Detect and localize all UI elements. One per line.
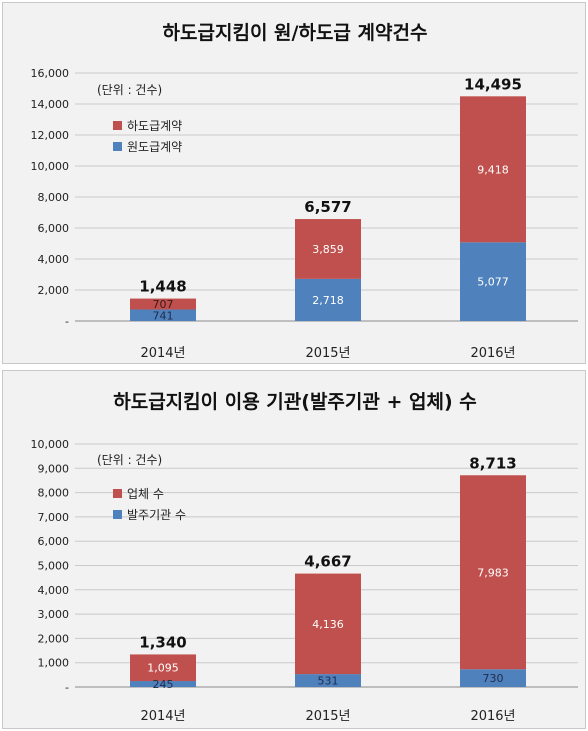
chart-panel-users: 하도급지킴이 이용 기관(발주기관 + 업체) 수 - 1,000 2,000 3,00… — [2, 370, 586, 729]
unit-note: (단위 : 건수) — [97, 453, 162, 467]
x-tick-label: 2016년 — [470, 346, 515, 361]
unit-note: (단위 : 건수) — [97, 83, 162, 97]
legend-label: 하도급계약 — [127, 118, 182, 133]
bar-segment-sub — [295, 219, 361, 279]
segment-value-label: 3,859 — [312, 243, 344, 256]
legend-swatch — [113, 489, 122, 498]
bar-segment-prime — [460, 242, 526, 321]
users-chart: 하도급지킴이 이용 기관(발주기관 + 업체) 수 - 1,000 2,000 3,00… — [31, 391, 578, 724]
total-label: 1,448 — [139, 278, 186, 296]
segment-value-label: 741 — [153, 309, 174, 322]
segment-value-label: 7,983 — [477, 566, 509, 579]
y-tick-label: 6,000 — [38, 222, 70, 235]
bar-segment-prime — [295, 278, 361, 321]
y-tick-label: 8,000 — [38, 191, 70, 204]
legend-label: 원도급계약 — [127, 139, 182, 154]
total-label: 14,495 — [464, 75, 522, 93]
bar-segment-prime — [130, 309, 196, 321]
legend-swatch — [113, 510, 122, 519]
y-tick-label: 5,000 — [38, 560, 70, 573]
total-label: 6,577 — [304, 198, 351, 216]
y-tick-label: 14,000 — [31, 98, 70, 111]
segment-value-label: 707 — [153, 298, 174, 311]
bar-segment-agency — [130, 681, 196, 687]
bar-segment-sub — [130, 298, 196, 310]
y-tick-label: 3,000 — [38, 608, 70, 621]
y-tick-label: 9,000 — [38, 462, 70, 475]
segment-value-label: 1,095 — [147, 662, 179, 675]
bar-segment-agency — [295, 674, 361, 687]
bar-segment-company — [130, 654, 196, 682]
y-tick-label: 2,000 — [38, 632, 70, 645]
segment-value-label: 245 — [153, 678, 174, 691]
chart-panel-contracts: 하도급지킴이 원/하도급 계약건수 - 2,000 4,000 6,000 8,000 10… — [2, 2, 586, 364]
y-tick-label: 4,000 — [38, 253, 70, 266]
y-tick-label: 10,000 — [31, 438, 70, 451]
x-tick-label: 2015년 — [305, 346, 350, 361]
x-tick-label: 2015년 — [305, 709, 350, 724]
segment-value-label: 4,136 — [312, 618, 344, 631]
segment-value-label: 730 — [483, 672, 504, 685]
y-tick-label: 4,000 — [38, 584, 70, 597]
segment-value-label: 9,418 — [477, 163, 509, 176]
y-tick-label: 16,000 — [31, 67, 70, 80]
legend-label: 업체 수 — [127, 487, 164, 501]
x-tick-label: 2014년 — [140, 709, 185, 724]
legend-swatch — [113, 142, 122, 151]
y-tick-label: 2,000 — [38, 284, 70, 297]
y-tick-label: 10,000 — [31, 160, 70, 173]
x-tick-label: 2014년 — [140, 346, 185, 361]
bar-segment-sub — [460, 96, 526, 243]
y-tick-label: - — [65, 681, 69, 694]
segment-value-label: 2,718 — [312, 294, 344, 307]
y-tick-label: 12,000 — [31, 129, 70, 142]
chart-title: 하도급지킴이 이용 기관(발주기관 + 업체) 수 — [113, 391, 477, 413]
y-tick-label: - — [65, 315, 69, 328]
y-tick-label: 7,000 — [38, 511, 70, 524]
total-label: 4,667 — [304, 553, 351, 571]
x-tick-label: 2016년 — [470, 709, 515, 724]
chart-title: 하도급지킴이 원/하도급 계약건수 — [163, 22, 428, 44]
y-tick-label: 1,000 — [38, 657, 70, 670]
legend-swatch — [113, 121, 122, 130]
segment-value-label: 531 — [318, 675, 339, 688]
y-tick-label: 6,000 — [38, 535, 70, 548]
bar-segment-company — [295, 573, 361, 675]
y-tick-label: 8,000 — [38, 487, 70, 500]
legend-label: 발주기관 수 — [127, 508, 186, 522]
bar-segment-agency — [460, 669, 526, 687]
bar-segment-company — [460, 475, 526, 670]
total-label: 8,713 — [469, 454, 516, 472]
segment-value-label: 5,077 — [477, 276, 509, 289]
total-label: 1,340 — [139, 633, 186, 651]
contracts-chart: 하도급지킴이 원/하도급 계약건수 - 2,000 4,000 6,000 8,000 10… — [31, 22, 578, 361]
